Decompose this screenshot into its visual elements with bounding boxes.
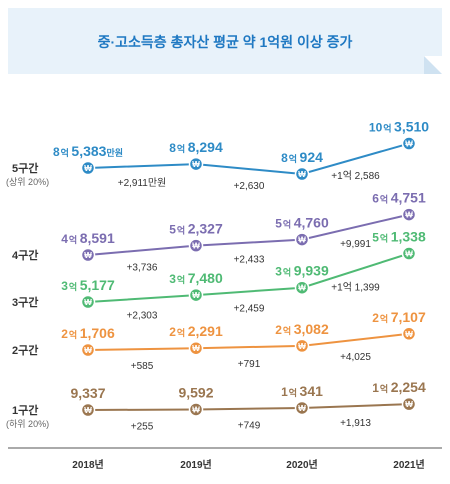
title-banner (8, 8, 442, 74)
won-icon: ₩ (84, 406, 92, 415)
won-icon: ₩ (405, 250, 413, 259)
data-point (80, 160, 96, 176)
change-label: +791 (238, 359, 261, 370)
data-point (80, 294, 96, 310)
data-label: 5억 2,327 (169, 221, 223, 237)
won-icon: ₩ (405, 211, 413, 220)
won-icon: ₩ (192, 405, 200, 414)
data-point (401, 396, 417, 412)
data-label: 5억 1,338 (372, 229, 426, 245)
won-icon: ₩ (84, 251, 92, 260)
data-point (188, 340, 204, 356)
change-label: +2,303 (127, 311, 158, 322)
data-label: 2억 3,082 (275, 321, 329, 337)
data-point (188, 287, 204, 303)
data-label: 2억 7,107 (372, 309, 426, 325)
won-icon: ₩ (298, 404, 306, 413)
won-icon: ₩ (192, 291, 200, 300)
series-label: 4구간 (12, 248, 38, 262)
series-line (87, 142, 410, 176)
data-label: 2억 1,706 (61, 325, 115, 341)
data-label: 8억 924 (281, 149, 323, 165)
x-tick-label: 2021년 (393, 458, 424, 471)
change-label: +2,911만원 (118, 177, 167, 189)
data-label: 8억 5,383만원 (53, 143, 123, 159)
series-line (87, 252, 410, 303)
won-icon: ₩ (84, 346, 92, 355)
won-icon: ₩ (298, 170, 306, 179)
data-label: 1억 2,254 (372, 379, 426, 395)
change-label: +255 (131, 422, 154, 433)
won-icon: ₩ (192, 160, 200, 169)
data-label: 10억 3,510 (369, 119, 429, 135)
won-icon: ₩ (405, 140, 413, 149)
change-label: +749 (238, 421, 261, 432)
data-point (401, 326, 417, 342)
chart-title: 중·고소득층 총자산 평균 약 1억원 이상 증가 (97, 34, 353, 50)
change-label: +4,025 (340, 352, 371, 363)
change-label: +9,991 (340, 239, 371, 250)
series-line (87, 213, 410, 256)
won-icon: ₩ (192, 344, 200, 353)
data-point (80, 342, 96, 358)
won-icon: ₩ (84, 164, 92, 173)
won-icon: ₩ (192, 242, 200, 251)
data-point (80, 247, 96, 263)
data-label: 1억 341 (281, 383, 323, 399)
data-point (188, 156, 204, 172)
won-icon: ₩ (405, 330, 413, 339)
won-icon: ₩ (405, 400, 413, 409)
data-label: 6억 4,751 (372, 190, 426, 206)
series-line (87, 332, 410, 351)
data-point (401, 136, 417, 151)
data-point (294, 338, 310, 354)
change-label: +3,736 (127, 262, 158, 273)
x-tick-label: 2018년 (72, 458, 103, 471)
data-label: 9,337 (70, 385, 105, 401)
change-label: +1억 1,399 (331, 282, 380, 294)
won-icon: ₩ (298, 284, 306, 293)
change-label: +1,913 (340, 418, 371, 429)
data-point (80, 402, 96, 418)
change-label: +2,433 (234, 255, 265, 266)
data-label: 8억 8,294 (169, 139, 223, 155)
x-tick-label: 2019년 (180, 458, 211, 471)
series-label: 3구간 (12, 295, 38, 309)
data-label: 2억 2,291 (169, 323, 223, 339)
data-point (294, 280, 310, 295)
data-label: 9,592 (178, 384, 213, 400)
data-label: 4억 8,591 (61, 230, 115, 246)
data-label: 5억 4,760 (275, 215, 329, 231)
data-label: 3억 7,480 (169, 270, 223, 286)
data-point (188, 402, 204, 417)
series-label: 5구간 (12, 161, 38, 175)
series-label: 1구간 (12, 403, 38, 417)
won-icon: ₩ (84, 298, 92, 307)
change-label: +2,630 (234, 181, 265, 192)
x-tick-label: 2020년 (286, 458, 317, 471)
series-sublabel: (상위 20%) (6, 177, 49, 187)
data-point (294, 400, 310, 416)
data-point (401, 207, 417, 222)
won-icon: ₩ (298, 236, 306, 245)
data-point (401, 246, 417, 261)
change-label: +1억 2,586 (331, 170, 380, 182)
data-label: 3억 9,939 (275, 263, 329, 279)
data-label: 3억 5,177 (61, 277, 115, 293)
data-point (294, 232, 310, 247)
data-point (188, 238, 204, 253)
series-label: 2구간 (12, 343, 38, 357)
change-label: +2,459 (234, 303, 265, 314)
change-label: +585 (131, 361, 154, 372)
series-line (87, 403, 410, 411)
series-sublabel: (하위 20%) (6, 419, 49, 429)
title-banner-fold (424, 56, 442, 74)
data-point (294, 166, 310, 182)
won-icon: ₩ (298, 342, 306, 351)
